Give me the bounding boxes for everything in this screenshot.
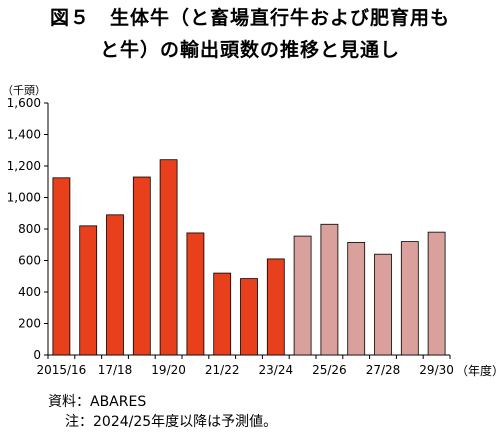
bar-26/27 (347, 241, 366, 356)
y-tick-label: 1,400 (7, 128, 41, 142)
bar-29/30 (427, 231, 446, 356)
y-tick-label: 400 (18, 285, 41, 299)
footnote: 注：2024/25年度以降は予測値。 (65, 414, 278, 430)
chart-title-line2: と牛）の輸出頭数の推移と見通し (99, 39, 400, 61)
bar-20/21 (186, 232, 205, 356)
bar-2015/16 (52, 177, 71, 356)
x-tick-label: 23/24 (259, 363, 294, 377)
x-tick-label: 2015/16 (36, 363, 86, 377)
y-tick-label: 800 (18, 222, 41, 236)
y-tick-label: 1,600 (7, 96, 41, 110)
y-tick-label: 600 (18, 254, 41, 268)
y-axis-unit-label: （千頭） (2, 84, 46, 97)
source-note: 資料：ABARES (48, 394, 147, 410)
bar-18/19 (132, 176, 151, 356)
x-tick-label: 19/20 (151, 363, 186, 377)
bar-19/20 (159, 159, 178, 356)
x-tick-label: 17/18 (98, 363, 133, 377)
y-tick-label: 1,000 (7, 191, 41, 205)
bar-23/24 (266, 258, 285, 356)
x-tick-label: 29/30 (419, 363, 454, 377)
bar-16/17 (79, 225, 98, 356)
bar-27/28 (374, 253, 392, 356)
x-axis-unit-label: （年度） (456, 363, 500, 378)
chart-title-line1: 図５ 生体牛（と畜場直行牛および肥育用も (49, 7, 450, 29)
bar-21/22 (213, 272, 232, 356)
y-tick-label: 200 (18, 317, 41, 331)
bar-25/26 (320, 223, 339, 356)
y-tick-label: 1,200 (7, 159, 41, 173)
bar-22/23 (240, 278, 258, 356)
x-tick-label: 21/22 (205, 363, 240, 377)
bar-24/25 (293, 235, 312, 356)
bar-28/29 (400, 241, 419, 356)
x-tick-label: 25/26 (312, 363, 347, 377)
y-tick-label: 0 (33, 348, 41, 362)
bar-17/18 (106, 214, 124, 356)
x-tick-label: 27/28 (366, 363, 401, 377)
